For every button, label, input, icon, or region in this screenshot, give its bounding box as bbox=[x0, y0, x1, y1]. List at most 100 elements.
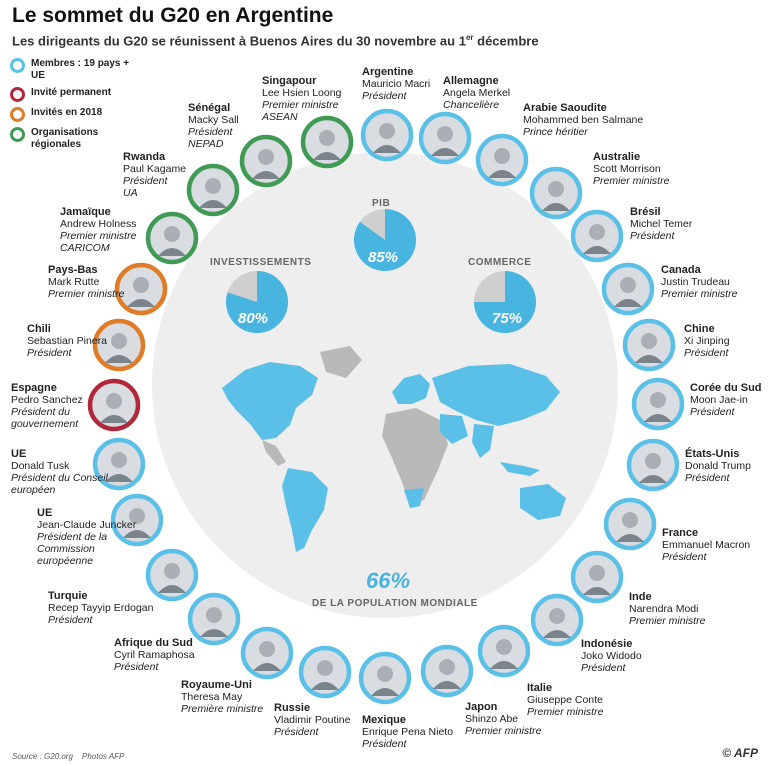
portrait-shoulders-icon bbox=[543, 630, 571, 638]
page-subtitle: Les dirigeants du G20 se réunissent à Bu… bbox=[12, 33, 539, 48]
leader-label-etats-unis: États-Unis Donald Trump Président bbox=[685, 448, 751, 484]
leader-label-chine: Chine Xi Jinping Président bbox=[684, 323, 730, 359]
portrait-shoulders-icon bbox=[373, 145, 401, 153]
portrait-head-icon bbox=[111, 452, 127, 468]
portrait-shoulders-icon bbox=[433, 681, 461, 689]
leader-role: Président bbox=[684, 347, 729, 359]
leader-role: Président bbox=[27, 347, 72, 359]
pib-pie-slice bbox=[354, 208, 416, 271]
leader-label-ue: UE Donald Tusk Président du Conseil europé… bbox=[11, 448, 111, 496]
portrait-head-icon bbox=[620, 277, 636, 293]
map-south-america bbox=[282, 468, 328, 552]
portrait-shoulders-icon bbox=[583, 246, 611, 254]
portrait-shoulders-icon bbox=[488, 170, 516, 178]
leader-organisation: ASEAN bbox=[262, 111, 298, 123]
leader-country: UE bbox=[11, 448, 27, 460]
leader-country: Chili bbox=[27, 323, 51, 335]
portrait-shoulders-icon bbox=[199, 200, 227, 208]
portrait-head-icon bbox=[548, 181, 564, 197]
leader-country: Inde bbox=[629, 591, 652, 603]
portrait-head-icon bbox=[589, 565, 605, 581]
map-north-america bbox=[222, 362, 318, 440]
portrait-shoulders-icon bbox=[311, 682, 339, 690]
leader-name: Pedro Sanchez bbox=[11, 394, 83, 406]
leader-role: Chancelière bbox=[443, 99, 500, 111]
portrait-shoulders-icon bbox=[371, 688, 399, 696]
photos-credit: Photos AFP bbox=[82, 752, 125, 761]
portrait-head-icon bbox=[589, 224, 605, 240]
leader-name: Giuseppe Conte bbox=[527, 694, 603, 706]
leader-role: Premier ministre bbox=[48, 288, 125, 300]
leader-label-japon: Japon Shinzo Abe Premier ministre bbox=[465, 701, 541, 737]
leader-name: Xi Jinping bbox=[684, 335, 730, 347]
leader-country: Corée du Sud bbox=[690, 382, 762, 394]
portrait-head-icon bbox=[111, 333, 127, 349]
portrait-head-icon bbox=[317, 660, 333, 676]
portrait-head-icon bbox=[439, 659, 455, 675]
legend-ring-icon bbox=[10, 107, 25, 122]
leader-role: Président bbox=[630, 230, 675, 242]
leader-name: Narendra Modi bbox=[629, 603, 699, 615]
leader-role: Président bbox=[685, 472, 730, 484]
commerce-label: COMMERCE bbox=[468, 257, 532, 268]
legend-label: Membres : 19 pays + UE bbox=[31, 58, 130, 81]
leader-name: Angela Merkel bbox=[443, 87, 511, 99]
map-asia bbox=[432, 364, 560, 426]
portrait-shoulders-icon bbox=[644, 414, 672, 422]
portrait-head-icon bbox=[645, 453, 661, 469]
leader-name: Paul Kagame bbox=[123, 163, 187, 175]
leader-role: Président bbox=[362, 738, 407, 750]
leader-label-france: France Emmanuel Macron Président bbox=[662, 527, 750, 563]
investissements-label: INVESTISSEMENTS bbox=[210, 257, 312, 268]
portrait-head-icon bbox=[641, 333, 657, 349]
leader-country: Pays-Bas bbox=[48, 264, 98, 276]
portrait-shoulders-icon bbox=[123, 530, 151, 538]
leader-label-chili: Chili Sebastian Pinera Président bbox=[27, 323, 107, 359]
leader-role: Président bbox=[690, 406, 735, 418]
leader-role: Président bbox=[362, 90, 407, 102]
world-map bbox=[222, 346, 566, 552]
portrait-head-icon bbox=[258, 149, 274, 165]
leader-country: Sénégal bbox=[188, 102, 231, 114]
pib-label: PIB bbox=[372, 198, 391, 209]
leader-role: Première ministre bbox=[181, 703, 264, 715]
leader-label-singapour: Singapour Lee Hsien Loong Premier ministre… bbox=[262, 75, 341, 123]
leader-label-rwanda: Rwanda Paul Kagame Président UA bbox=[123, 151, 186, 199]
leader-country: Singapour bbox=[262, 75, 317, 87]
portrait-shoulders-icon bbox=[158, 248, 186, 256]
map-europe bbox=[392, 374, 430, 404]
leader-label-allemagne: Allemagne Angela Merkel Chancelière bbox=[443, 75, 510, 111]
legend: Membres : 19 pays + UE Invité permanent … bbox=[10, 58, 141, 156]
leader-label-afrique-du-sud: Afrique du Sud Cyril Ramaphosa Président bbox=[114, 637, 195, 673]
portrait-head-icon bbox=[164, 563, 180, 579]
leader-label-senegal: Sénégal Macky Sall Président NEPAD bbox=[188, 102, 239, 150]
leader-country: Turquie bbox=[48, 590, 88, 602]
portrait-shoulders-icon bbox=[639, 475, 667, 483]
portrait-head-icon bbox=[496, 639, 512, 655]
portrait-shoulders-icon bbox=[616, 534, 644, 542]
portrait-shoulders-icon bbox=[614, 299, 642, 307]
leader-country: Italie bbox=[527, 682, 553, 694]
leader-label-inde: Inde Narendra Modi Premier ministre bbox=[629, 591, 705, 627]
leader-name: Macky Sall bbox=[188, 114, 239, 126]
map-india bbox=[472, 424, 494, 458]
portrait-shoulders-icon bbox=[431, 148, 459, 156]
leader-label-canada: Canada Justin Trudeau Premier ministre bbox=[661, 264, 737, 300]
portrait-head-icon bbox=[549, 608, 565, 624]
leader-label-royaume-uni: Royaume-Uni Theresa May Première ministre bbox=[181, 679, 263, 715]
portrait-head-icon bbox=[622, 512, 638, 528]
leader-country: Espagne bbox=[11, 382, 57, 394]
leader-role: Premier ministre bbox=[527, 706, 604, 718]
portrait-head-icon bbox=[494, 148, 510, 164]
leader-name: Enrique Pena Nieto bbox=[362, 726, 454, 738]
leader-organisation: UA bbox=[123, 187, 138, 199]
leader-name: Shinzo Abe bbox=[465, 713, 519, 725]
leader-country: Indonésie bbox=[581, 638, 633, 650]
portrait-shoulders-icon bbox=[105, 474, 133, 482]
leader-name: Scott Morrison bbox=[593, 163, 661, 175]
leader-label-indonesie: Indonésie Joko Widodo Président bbox=[581, 638, 642, 674]
leader-label-coree-du-sud: Corée du Sud Moon Jae-in Président bbox=[690, 382, 762, 418]
leader-name: Donald Tusk bbox=[11, 460, 70, 472]
